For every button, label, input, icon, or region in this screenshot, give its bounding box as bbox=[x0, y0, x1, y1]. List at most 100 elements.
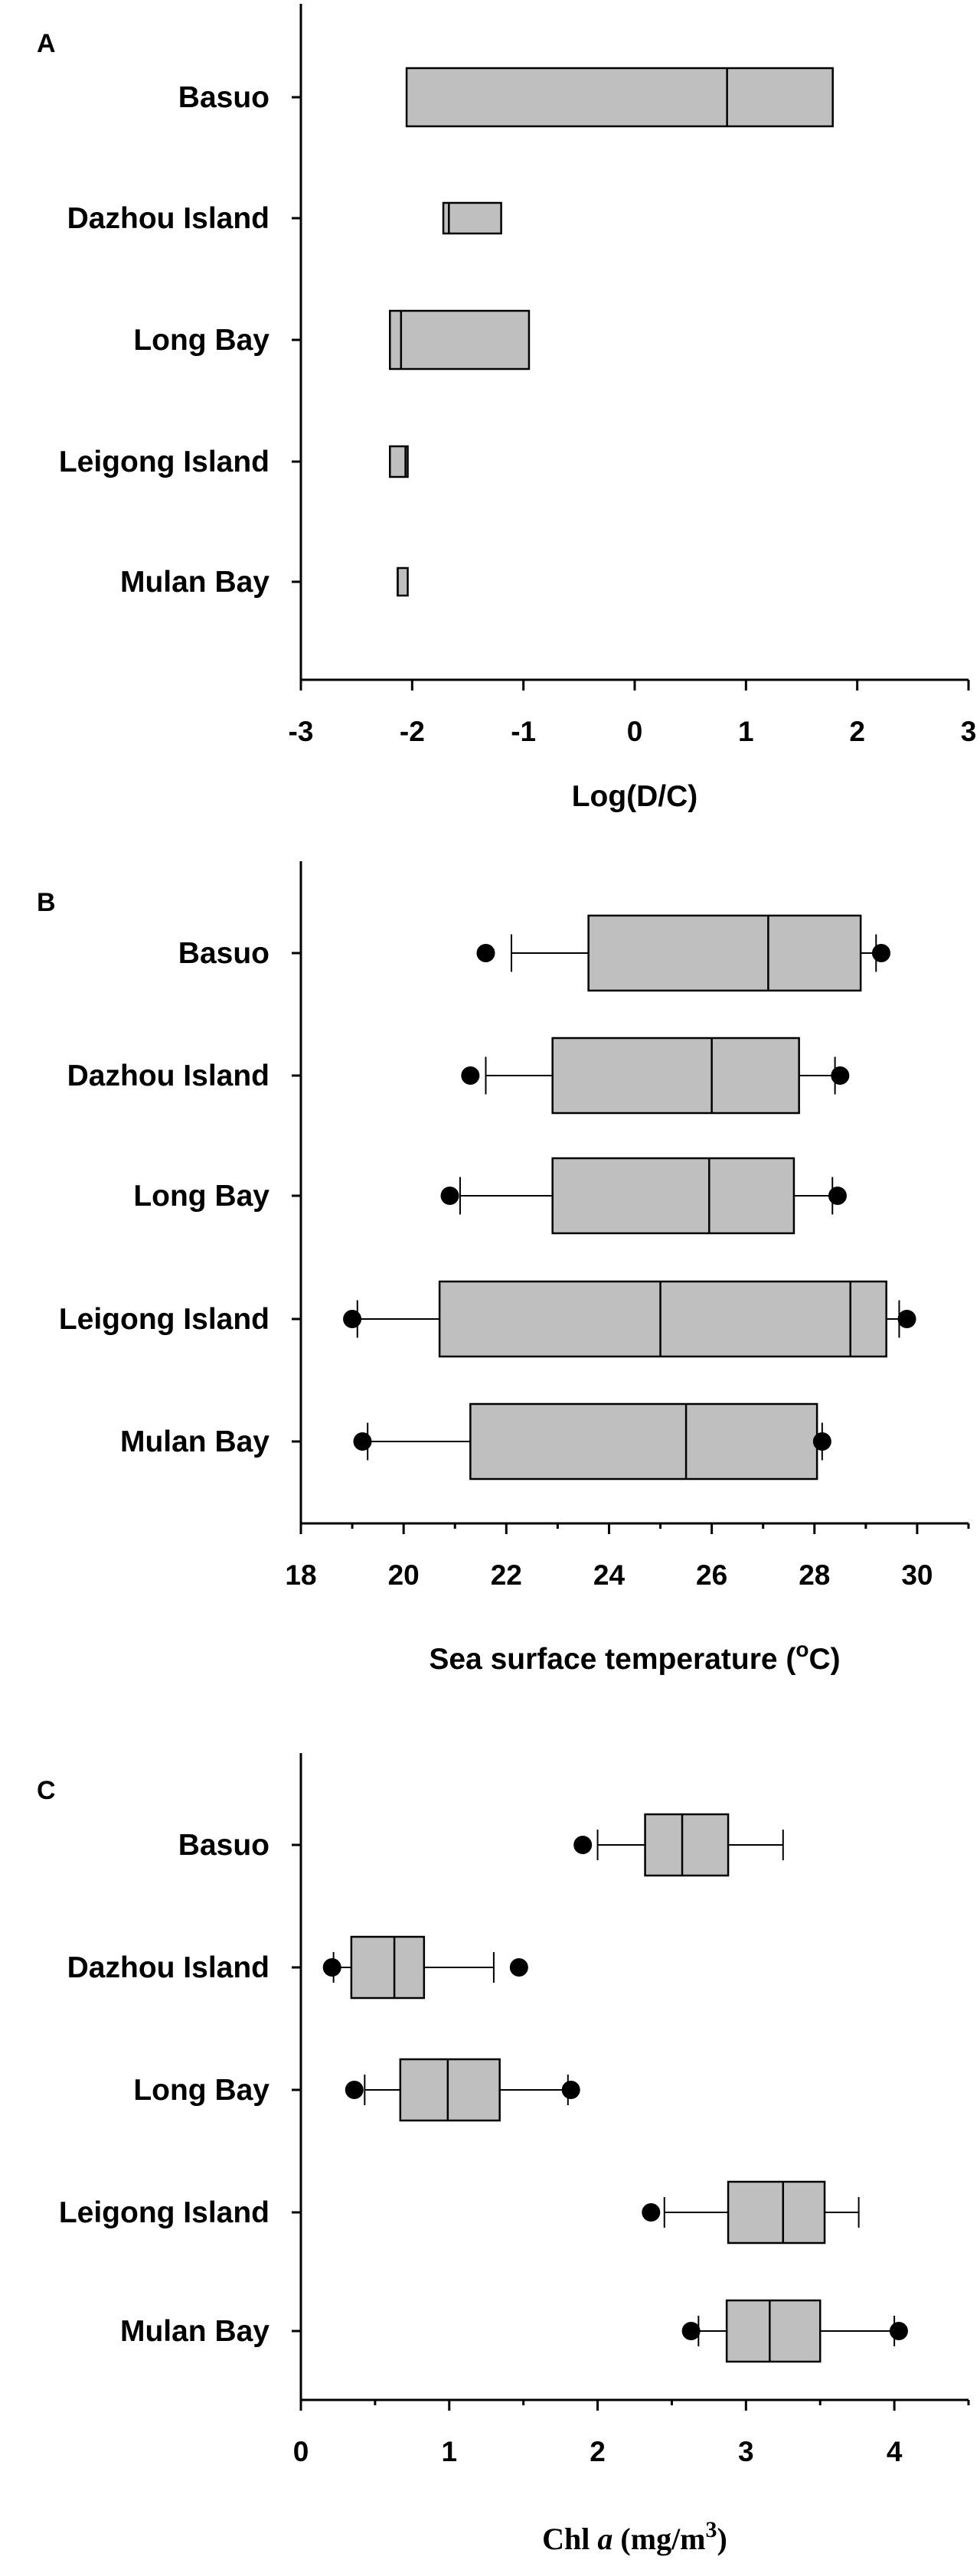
box-rect bbox=[587, 914, 862, 992]
x-tick-label: 0 bbox=[293, 2436, 309, 2467]
category-label: Basuo bbox=[178, 937, 270, 970]
x-tick-label: 3 bbox=[961, 716, 977, 747]
category-label: Mulan Bay bbox=[120, 2315, 270, 2348]
x-axis-title: Log(D/C) bbox=[572, 780, 698, 813]
x-tick-label: 22 bbox=[491, 1559, 522, 1591]
category-label: Basuo bbox=[178, 81, 270, 114]
x-tick-label: -3 bbox=[289, 716, 314, 747]
outlier-point bbox=[343, 1310, 362, 1328]
box-rect bbox=[725, 2299, 822, 2363]
outlier-point bbox=[509, 1958, 528, 1977]
category-label: Long Bay bbox=[133, 2074, 270, 2107]
box-leigong-island bbox=[389, 445, 409, 478]
outlier-point bbox=[897, 1310, 916, 1328]
box-mulan-bay bbox=[353, 1402, 831, 1481]
panel-label: C bbox=[37, 1776, 56, 1805]
x-tick-label: 1 bbox=[738, 716, 754, 747]
box-rect bbox=[469, 1402, 818, 1481]
outlier-point bbox=[573, 1836, 593, 1854]
x-axis-title-xlabel-sup: 3 bbox=[706, 2517, 717, 2542]
x-axis-title-xlabel-pre: Chl bbox=[542, 2522, 597, 2556]
x-axis-title-main: Sea surface temperature ( bbox=[429, 1643, 795, 1676]
outlier-point bbox=[461, 1066, 480, 1085]
x-tick-label: 2 bbox=[590, 2436, 606, 2467]
outlier-point bbox=[353, 1432, 372, 1451]
outlier-point bbox=[812, 1432, 831, 1451]
x-tick-label: 28 bbox=[799, 1559, 830, 1591]
box-rect bbox=[727, 2180, 826, 2245]
category-label: Leigong Island bbox=[59, 446, 270, 478]
outlier-point bbox=[642, 2203, 661, 2222]
x-axis-title: Chl a (mg/m3) bbox=[542, 2517, 727, 2556]
outlier-point bbox=[871, 944, 890, 962]
x-axis-title: Sea surface temperature (oC) bbox=[429, 1637, 840, 1676]
category-label: Dazhou Island bbox=[67, 202, 270, 235]
x-axis-title-end: C) bbox=[809, 1643, 841, 1676]
outlier-point bbox=[440, 1187, 459, 1205]
box-rect bbox=[405, 67, 834, 128]
category-label: Long Bay bbox=[133, 324, 270, 357]
box-rect bbox=[397, 566, 409, 597]
box-long-bay bbox=[345, 2058, 580, 2122]
outlier-point bbox=[831, 1066, 850, 1085]
x-tick-label: 18 bbox=[285, 1559, 316, 1591]
x-tick-label: 24 bbox=[593, 1559, 626, 1591]
category-label: Basuo bbox=[178, 1829, 270, 1862]
outlier-point bbox=[345, 2081, 364, 2099]
category-label: Mulan Bay bbox=[120, 566, 270, 599]
x-tick-label: -1 bbox=[511, 716, 536, 747]
box-rect bbox=[399, 2058, 501, 2122]
box-long-bay bbox=[440, 1157, 847, 1235]
category-label: Mulan Bay bbox=[120, 1425, 270, 1458]
box-leigong-island bbox=[642, 2180, 860, 2245]
panel-label: B bbox=[37, 888, 56, 917]
box-rect bbox=[442, 201, 502, 235]
x-tick-label: -2 bbox=[400, 716, 425, 747]
box-rect bbox=[389, 445, 409, 478]
x-tick-label: 4 bbox=[887, 2436, 903, 2467]
box-rect bbox=[644, 1813, 730, 1877]
box-basuo bbox=[476, 914, 890, 992]
panel-a: A Basuo Dazhou Island Long Bay Leigong Islan… bbox=[37, 4, 976, 813]
category-label: Leigong Island bbox=[59, 1303, 270, 1336]
x-axis-title-xlabel-italic: a bbox=[597, 2522, 612, 2556]
box-basuo bbox=[573, 1813, 784, 1877]
category-label: Dazhou Island bbox=[67, 1059, 270, 1092]
category-label: Leigong Island bbox=[59, 2196, 270, 2229]
box-rect bbox=[389, 309, 531, 371]
box-dazhou-island bbox=[442, 201, 502, 235]
box-leigong-island bbox=[343, 1280, 916, 1358]
x-axis-title-sup: o bbox=[795, 1637, 808, 1661]
box-dazhou-island bbox=[461, 1037, 850, 1115]
outlier-point bbox=[476, 944, 495, 962]
category-label: Dazhou Island bbox=[67, 1951, 270, 1984]
x-tick-label: 20 bbox=[388, 1559, 420, 1591]
box-rect bbox=[438, 1280, 887, 1358]
box-rect bbox=[551, 1157, 795, 1235]
x-tick-label: 2 bbox=[849, 716, 865, 747]
outlier-point bbox=[828, 1187, 847, 1205]
x-tick-label: 3 bbox=[738, 2436, 754, 2467]
panel-b: B Basuo Dazhou Island Long Bay Leigong Islan… bbox=[37, 861, 970, 1676]
box-mulan-bay bbox=[397, 566, 409, 597]
outlier-point bbox=[322, 1958, 341, 1977]
panel-c: C Basuo Dazhou Island Long Bay Leigong Islan… bbox=[37, 1753, 970, 2556]
category-label: Long Bay bbox=[133, 1180, 270, 1213]
box-rect bbox=[551, 1037, 800, 1115]
box-mulan-bay bbox=[681, 2299, 908, 2363]
x-tick-label: 30 bbox=[901, 1559, 933, 1591]
x-axis-title-xlabel-end: ) bbox=[717, 2522, 727, 2556]
box-dazhou-island bbox=[322, 1935, 528, 2000]
x-tick-label: 26 bbox=[696, 1559, 727, 1591]
outlier-point bbox=[561, 2081, 580, 2099]
x-tick-label: 0 bbox=[627, 716, 643, 747]
box-rect bbox=[350, 1935, 426, 2000]
x-axis-title-xlabel-mid: (mg/m bbox=[612, 2522, 705, 2556]
panel-label: A bbox=[37, 29, 56, 58]
box-long-bay bbox=[389, 309, 531, 371]
outlier-point bbox=[681, 2322, 701, 2340]
box-basuo bbox=[405, 67, 834, 128]
x-tick-label: 1 bbox=[441, 2436, 457, 2467]
